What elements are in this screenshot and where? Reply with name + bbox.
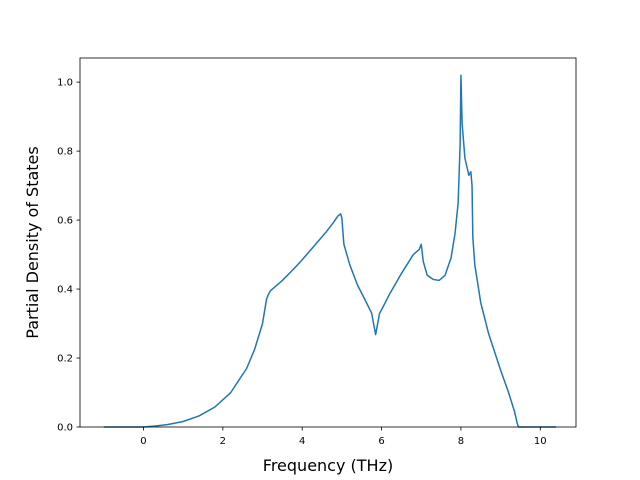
series-line: [103, 74, 557, 428]
y-tick-label: 0.6: [57, 216, 73, 227]
x-tick-label: 8: [458, 436, 464, 447]
y-tick-label: 0.0: [57, 423, 73, 434]
x-tick-label: 10: [534, 436, 547, 447]
x-tick-label: 4: [299, 436, 305, 447]
y-axis-ticks: 0.0 0.2 0.4 0.6 0.8 1.0: [57, 78, 80, 434]
y-tick-label: 0.4: [57, 285, 73, 296]
x-tick-label: 0: [140, 436, 146, 447]
x-axis-ticks: 0 2 4 6 8 10: [140, 427, 547, 447]
x-tick-label: 6: [378, 436, 384, 447]
x-axis-label: Frequency (THz): [263, 456, 393, 475]
y-axis-label: Partial Density of States: [23, 146, 42, 338]
axes-frame: [79, 57, 577, 428]
y-tick-label: 1.0: [57, 78, 73, 89]
plot-area: [103, 74, 557, 428]
x-tick-label: 2: [220, 436, 226, 447]
y-tick-label: 0.2: [57, 354, 73, 365]
y-tick-label: 0.8: [57, 147, 73, 158]
